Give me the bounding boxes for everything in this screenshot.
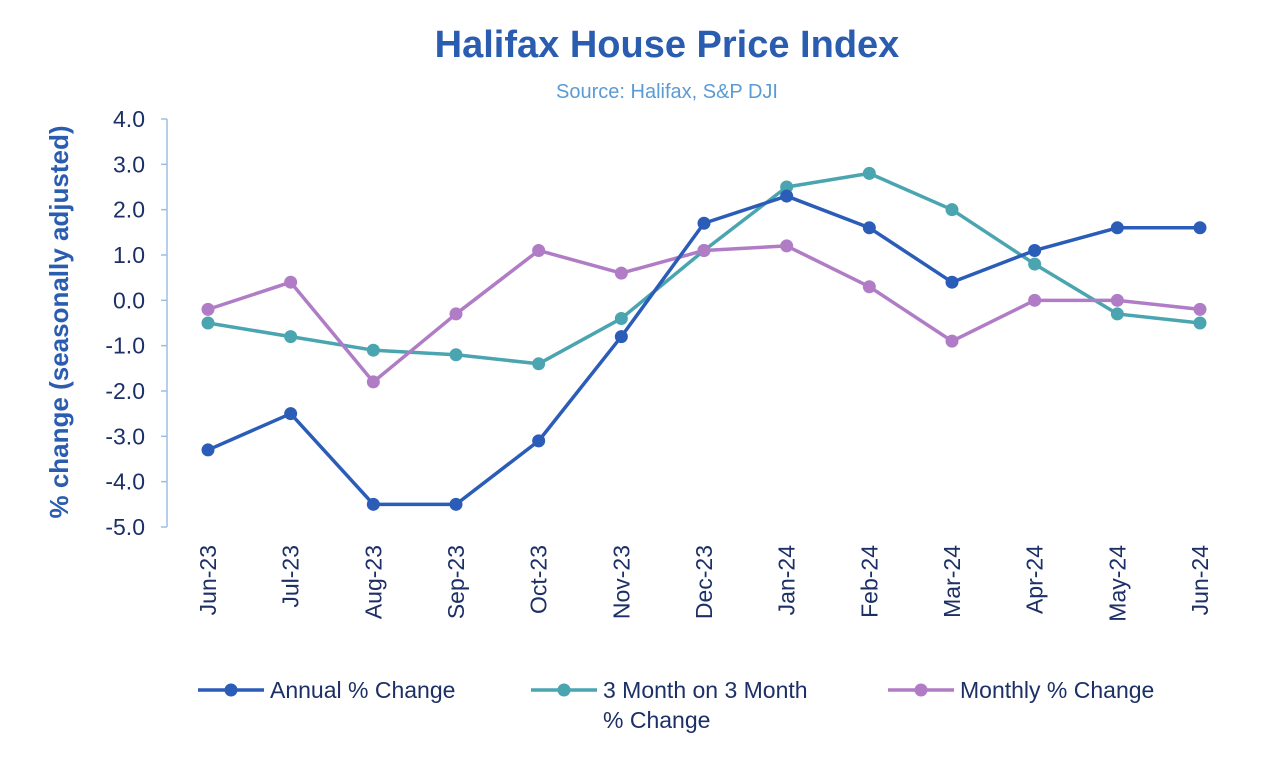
- data-point: [532, 357, 546, 371]
- y-tick-label: -3.0: [105, 423, 145, 449]
- data-point: [366, 343, 380, 357]
- series-line: [206, 194, 1202, 507]
- x-tick-label: May-24: [1104, 545, 1130, 622]
- series-0: [201, 189, 1207, 511]
- data-point: [1028, 293, 1042, 307]
- x-tick-label: Jul-23: [278, 545, 304, 608]
- x-tick-label: Apr-24: [1022, 545, 1048, 614]
- data-point: [697, 243, 711, 257]
- data-point: [1028, 257, 1042, 271]
- data-point: [862, 166, 876, 180]
- data-point: [532, 434, 546, 448]
- data-point: [449, 497, 463, 511]
- data-point: [780, 189, 794, 203]
- y-tick-label: -1.0: [105, 333, 145, 359]
- y-tick-label: -4.0: [105, 469, 145, 495]
- data-point: [366, 375, 380, 389]
- data-point: [449, 307, 463, 321]
- legend-swatch-marker: [914, 683, 928, 697]
- x-tick-label: Aug-23: [360, 545, 386, 619]
- data-point: [284, 275, 298, 289]
- legend-swatch-marker: [557, 683, 571, 697]
- y-axis-label: % change (seasonally adjusted): [44, 125, 74, 518]
- x-tick-label: Jun-23: [195, 545, 221, 615]
- data-point: [532, 243, 546, 257]
- y-tick-label: 4.0: [113, 106, 145, 132]
- y-tick-label: 1.0: [113, 242, 145, 268]
- x-tick-label: Jan-24: [774, 545, 800, 616]
- data-point: [780, 239, 794, 253]
- data-point: [614, 330, 628, 344]
- legend-label: % Change: [603, 707, 710, 733]
- series-line: [206, 244, 1202, 384]
- data-point: [201, 316, 215, 330]
- x-tick-label: Mar-24: [939, 545, 965, 618]
- data-point: [1110, 221, 1124, 235]
- y-tick-label: 2.0: [113, 197, 145, 223]
- legend-swatch-marker: [224, 683, 238, 697]
- data-point: [945, 275, 959, 289]
- data-point: [201, 302, 215, 316]
- y-axis: 4.0 3.0 2.0 1.0 0.0 -1.0 -2.0 -3.0 -4.0 -5.0: [105, 106, 168, 540]
- data-point: [284, 330, 298, 344]
- series-2: [201, 239, 1207, 389]
- legend-label: Annual % Change: [270, 677, 455, 703]
- data-point: [284, 407, 298, 421]
- data-point: [862, 221, 876, 235]
- x-tick-label: Oct-23: [526, 545, 552, 614]
- y-tick-label: 0.0: [113, 287, 145, 313]
- legend-item: 3 Month on 3 Month % Change: [531, 677, 808, 733]
- legend-item: Monthly % Change: [888, 677, 1154, 703]
- data-point: [1193, 302, 1207, 316]
- data-point: [614, 311, 628, 325]
- x-tick-label: Sep-23: [443, 545, 469, 619]
- data-point: [1028, 243, 1042, 257]
- series-line: [206, 171, 1202, 366]
- chart-subtitle: Source: Halifax, S&P DJI: [556, 81, 778, 103]
- data-point: [1193, 221, 1207, 235]
- y-tick-label: -2.0: [105, 378, 145, 404]
- data-point: [201, 443, 215, 457]
- x-tick-label: Jun-24: [1187, 545, 1213, 616]
- legend-label: Monthly % Change: [960, 677, 1154, 703]
- legend-label: 3 Month on 3 Month: [603, 677, 808, 703]
- chart-title: Halifax House Price Index: [435, 24, 900, 66]
- data-point: [449, 348, 463, 362]
- data-point: [1110, 293, 1124, 307]
- data-point: [945, 203, 959, 217]
- x-tick-label: Nov-23: [608, 545, 634, 619]
- data-point: [1193, 316, 1207, 330]
- x-axis: Jun-23 Jul-23 Aug-23 Sep-23 Oct-23 Nov-23 Dec-…: [195, 545, 1213, 622]
- data-point: [780, 180, 794, 194]
- series-1: [201, 166, 1207, 371]
- x-tick-label: Dec-23: [691, 545, 717, 619]
- data-point: [862, 280, 876, 294]
- x-tick-label: Feb-24: [856, 545, 882, 618]
- legend-item: Annual % Change: [198, 677, 455, 703]
- y-tick-label: -5.0: [105, 514, 145, 540]
- data-point: [614, 266, 628, 280]
- y-tick-label: 3.0: [113, 151, 145, 177]
- data-point: [366, 497, 380, 511]
- data-point: [1110, 307, 1124, 321]
- series-layer: [201, 166, 1207, 511]
- data-point: [945, 334, 959, 348]
- legend: Annual % Change 3 Month on 3 Month % Chang…: [198, 677, 1154, 733]
- data-point: [697, 216, 711, 230]
